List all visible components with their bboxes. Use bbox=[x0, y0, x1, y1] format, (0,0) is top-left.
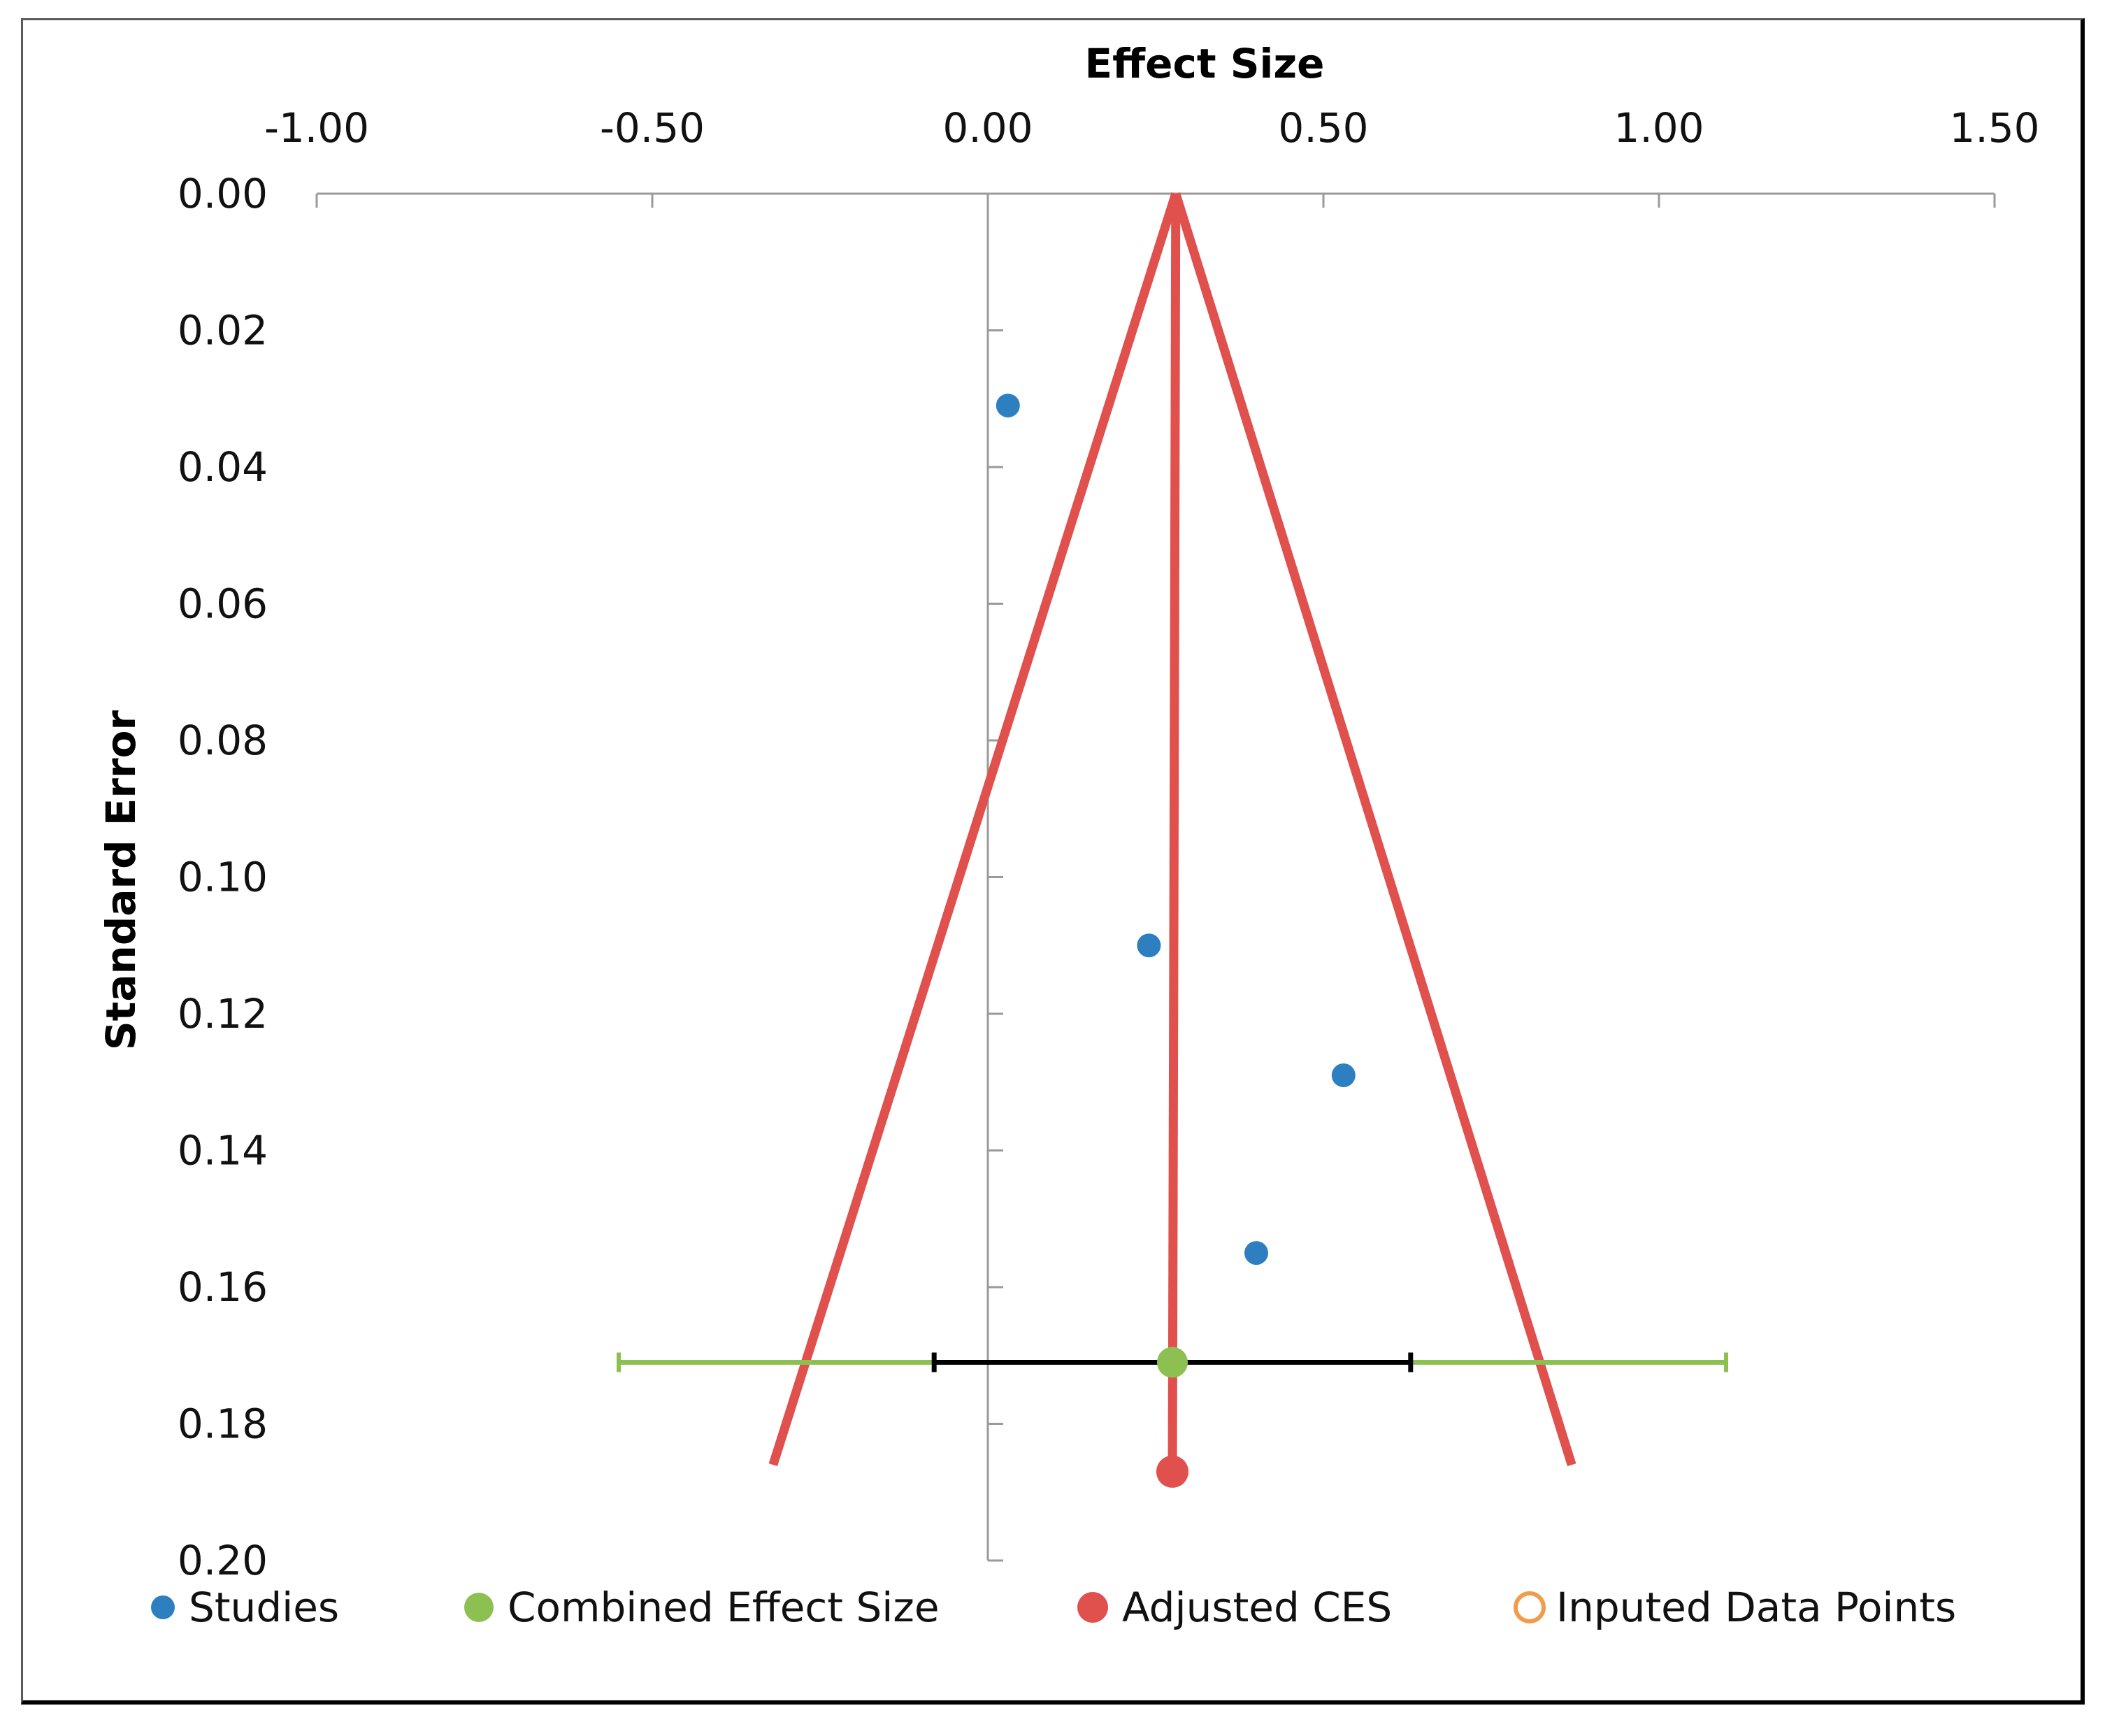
legend: Studies Combined Effect Size Adjusted CE… bbox=[151, 1584, 1956, 1631]
y-tick-label: 0.06 bbox=[178, 580, 268, 628]
y-axis-title: Standard Error bbox=[97, 710, 145, 1051]
y-tick-label: 0.08 bbox=[178, 717, 268, 764]
legend-marker-imputed bbox=[1514, 1591, 1546, 1623]
legend-item-adjusted-ces: Adjusted CES bbox=[1077, 1584, 1392, 1631]
study-point bbox=[1137, 933, 1161, 958]
y-tick-label: 0.10 bbox=[178, 854, 268, 901]
y-tick-label: 0.02 bbox=[178, 307, 268, 354]
funnel-left-line bbox=[768, 192, 1180, 1467]
legend-label-combined: Combined Effect Size bbox=[508, 1584, 940, 1631]
legend-marker-combined bbox=[464, 1593, 494, 1622]
funnel-center-line bbox=[1168, 193, 1181, 1472]
y-tick-label: 0.20 bbox=[178, 1537, 268, 1584]
labels-layer: Effect Size Standard Error bbox=[97, 40, 1325, 1050]
y-tick-label: 0.04 bbox=[178, 443, 268, 491]
x-tick-label: 1.50 bbox=[1949, 104, 2039, 152]
y-tick-label: 0.00 bbox=[178, 170, 268, 217]
study-point bbox=[1331, 1063, 1356, 1087]
y-tick-label: 0.14 bbox=[178, 1127, 268, 1175]
legend-item-inputed-data-points: Inputed Data Points bbox=[1514, 1584, 1956, 1631]
legend-label-imputed: Inputed Data Points bbox=[1556, 1584, 1956, 1631]
legend-marker-studies bbox=[151, 1595, 175, 1619]
x-tick-label: 0.50 bbox=[1278, 104, 1368, 152]
study-point bbox=[1244, 1241, 1268, 1265]
x-tick-label: 1.00 bbox=[1614, 104, 1704, 152]
axes-layer: -1.00 -0.50 0.00 0.50 1.00 1.50 0.00 0.02 0.04 0.… bbox=[178, 104, 2040, 1584]
legend-label-adjusted: Adjusted CES bbox=[1122, 1584, 1392, 1631]
legend-marker-adjusted bbox=[1077, 1592, 1108, 1623]
funnel-layer bbox=[768, 192, 1576, 1472]
x-tick-label: 0.00 bbox=[942, 104, 1033, 152]
x-tick-label: -0.50 bbox=[600, 104, 705, 152]
x-tick-label: -1.00 bbox=[264, 104, 369, 152]
study-point bbox=[996, 394, 1020, 418]
y-tick-label: 0.12 bbox=[178, 990, 268, 1038]
legend-item-combined-effect-size: Combined Effect Size bbox=[464, 1584, 940, 1631]
points-layer bbox=[996, 394, 1356, 1488]
y-tick-label: 0.18 bbox=[178, 1400, 268, 1448]
legend-label-studies: Studies bbox=[189, 1584, 339, 1631]
combined-effect-point bbox=[1157, 1347, 1188, 1378]
chart-frame: -1.00 -0.50 0.00 0.50 1.00 1.50 0.00 0.02 0.04 0.… bbox=[21, 18, 2085, 1705]
adjusted-ces-point bbox=[1156, 1455, 1188, 1488]
funnel-right-line bbox=[1171, 192, 1576, 1467]
y-tick-label: 0.16 bbox=[178, 1263, 268, 1311]
funnel-plot: -1.00 -0.50 0.00 0.50 1.00 1.50 0.00 0.02 0.04 0.… bbox=[97, 40, 2040, 1631]
x-axis-title: Effect Size bbox=[1085, 40, 1325, 87]
legend-item-studies: Studies bbox=[151, 1584, 339, 1631]
